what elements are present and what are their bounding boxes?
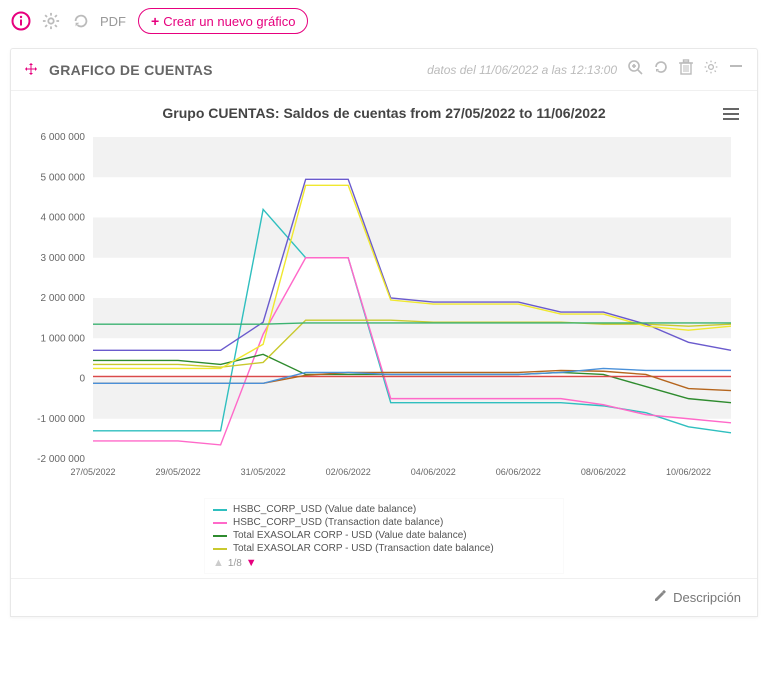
create-chart-label: Crear un nuevo gráfico [163, 14, 295, 29]
gear-icon[interactable] [40, 10, 62, 32]
svg-text:31/05/2022: 31/05/2022 [241, 467, 286, 477]
collapse-icon[interactable] [729, 59, 743, 80]
chart-plot: -2 000 000 -1 000 000 0 1 000 000 2 000 000 3… [21, 127, 741, 487]
svg-text:02/06/2022: 02/06/2022 [326, 467, 371, 477]
description-button[interactable]: Descripción [653, 589, 741, 606]
panel-header: GRAFICO DE CUENTAS datos del 11/06/2022 … [11, 49, 757, 91]
reload-icon[interactable] [70, 10, 92, 32]
legend-item[interactable]: HSBC_CORP_USD (Value date balance) [213, 503, 555, 516]
svg-text:-1 000 000: -1 000 000 [37, 414, 85, 425]
legend-page: 1/8 [228, 558, 242, 569]
pdf-label[interactable]: PDF [100, 14, 126, 29]
svg-text:-2 000 000: -2 000 000 [37, 454, 85, 465]
panel-footer: Descripción [11, 578, 757, 616]
svg-text:5 000 000: 5 000 000 [41, 172, 86, 183]
svg-text:04/06/2022: 04/06/2022 [411, 467, 456, 477]
refresh-icon[interactable] [653, 59, 669, 80]
chart-panel: GRAFICO DE CUENTAS datos del 11/06/2022 … [10, 48, 758, 617]
legend-label: Total EXASOLAR CORP - USD (Value date ba… [233, 530, 467, 541]
legend-item[interactable]: HSBC_CORP_USD (Transaction date balance) [213, 516, 555, 529]
zoom-icon[interactable] [627, 59, 643, 80]
svg-text:3 000 000: 3 000 000 [41, 253, 86, 264]
description-label: Descripción [673, 590, 741, 605]
svg-text:29/05/2022: 29/05/2022 [156, 467, 201, 477]
svg-text:4 000 000: 4 000 000 [41, 213, 86, 224]
legend-item[interactable]: Total EXASOLAR CORP - USD (Transaction d… [213, 542, 555, 555]
settings-icon[interactable] [703, 59, 719, 80]
panel-timestamp: datos del 11/06/2022 a las 12:13:00 [427, 63, 617, 77]
legend-label: Total EXASOLAR CORP - USD (Transaction d… [233, 543, 494, 554]
svg-text:6 000 000: 6 000 000 [41, 132, 86, 143]
info-icon[interactable] [10, 10, 32, 32]
chart-menu-icon[interactable] [723, 107, 739, 126]
chart-legend: HSBC_CORP_USD (Value date balance) HSBC_C… [204, 498, 564, 574]
svg-text:1 000 000: 1 000 000 [41, 333, 86, 344]
legend-prev-icon[interactable]: ▲ [213, 557, 224, 569]
svg-text:08/06/2022: 08/06/2022 [581, 467, 626, 477]
chart-area: Grupo CUENTAS: Saldos de cuentas from 27… [11, 91, 757, 578]
plus-icon: + [151, 13, 159, 29]
pencil-icon [653, 589, 667, 606]
legend-label: HSBC_CORP_USD (Transaction date balance) [233, 517, 443, 528]
chart-title: Grupo CUENTAS: Saldos de cuentas from 27… [21, 105, 747, 121]
svg-text:06/06/2022: 06/06/2022 [496, 467, 541, 477]
move-icon[interactable] [25, 62, 37, 78]
svg-text:27/05/2022: 27/05/2022 [70, 467, 115, 477]
panel-title: GRAFICO DE CUENTAS [49, 62, 213, 78]
legend-label: HSBC_CORP_USD (Value date balance) [233, 504, 416, 515]
svg-text:10/06/2022: 10/06/2022 [666, 467, 711, 477]
trash-icon[interactable] [679, 59, 693, 80]
svg-text:0: 0 [79, 374, 85, 385]
svg-text:2 000 000: 2 000 000 [41, 293, 86, 304]
legend-item[interactable]: Total EXASOLAR CORP - USD (Value date ba… [213, 529, 555, 542]
create-chart-button[interactable]: + Crear un nuevo gráfico [138, 8, 308, 34]
legend-next-icon[interactable]: ▼ [246, 557, 257, 569]
